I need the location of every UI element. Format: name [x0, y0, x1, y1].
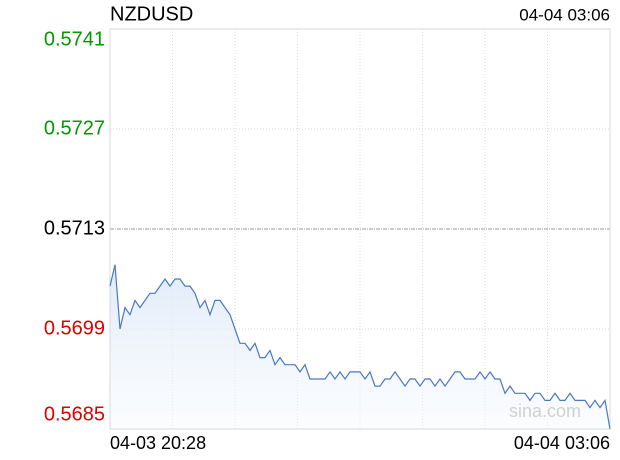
y-tick-label: 0.5741 — [44, 28, 105, 50]
y-tick-label: 0.5727 — [44, 117, 105, 139]
y-tick-label: 0.5713 — [44, 217, 105, 239]
price-line — [109, 264, 611, 430]
x-tick-label: 04-04 03:06 — [514, 433, 610, 453]
area — [110, 264, 610, 429]
y-tick-label: 0.5685 — [44, 403, 105, 425]
watermark: sina.com — [509, 401, 581, 421]
plot-frame — [109, 28, 611, 430]
chart-title: NZDUSD — [110, 3, 193, 25]
x-tick-label: 04-03 20:28 — [110, 433, 206, 453]
y-tick-label: 0.5699 — [44, 317, 105, 339]
timestamp: 04-04 03:06 — [519, 5, 610, 24]
